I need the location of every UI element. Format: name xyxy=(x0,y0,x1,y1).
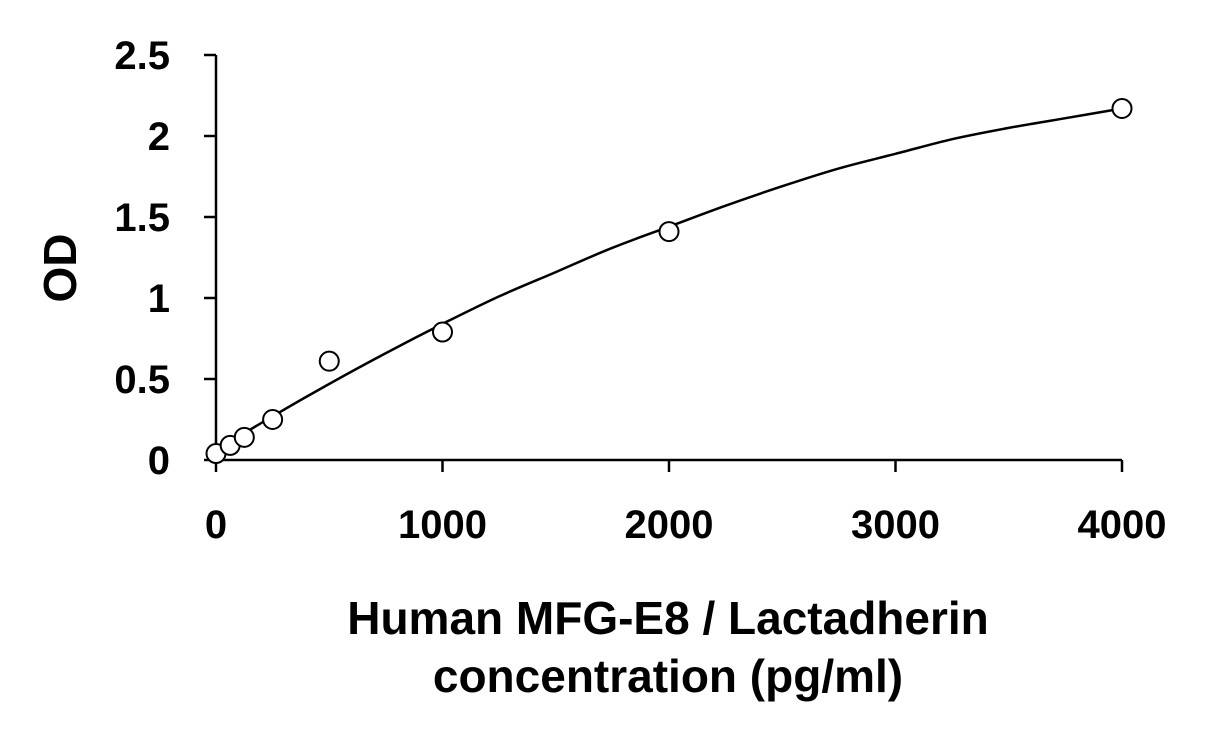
data-point xyxy=(432,321,453,343)
fit-curve xyxy=(215,107,1123,452)
data-point xyxy=(1111,97,1133,119)
y-axis-ticks: 0 0.5 1 1.5 2 2.5 xyxy=(114,34,216,483)
x-axis-ticks: 0 1000 2000 3000 4000 xyxy=(205,460,1167,547)
x-tick-label: 1000 xyxy=(398,503,487,547)
x-axis-title-line-2: concentration (pg/ml) xyxy=(433,650,903,702)
y-tick-label: 2.5 xyxy=(114,34,170,78)
x-tick-label: 3000 xyxy=(851,503,940,547)
x-tick-label: 4000 xyxy=(1078,503,1167,547)
y-tick-label: 1 xyxy=(148,277,170,321)
data-point xyxy=(233,426,255,448)
x-tick-label: 2000 xyxy=(625,503,714,547)
data-point xyxy=(318,350,340,372)
y-tick-label: 0.5 xyxy=(114,358,170,402)
data-point xyxy=(262,409,284,430)
x-tick-label: 0 xyxy=(205,503,227,547)
x-axis-title-line-1: Human MFG-E8 / Lactadherin xyxy=(347,592,989,644)
y-tick-label: 0 xyxy=(148,439,170,483)
data-point xyxy=(658,221,680,243)
y-tick-label: 1.5 xyxy=(114,196,170,240)
y-tick-label: 2 xyxy=(148,115,170,159)
data-points xyxy=(205,97,1133,465)
y-axis-title: OD xyxy=(34,234,86,303)
